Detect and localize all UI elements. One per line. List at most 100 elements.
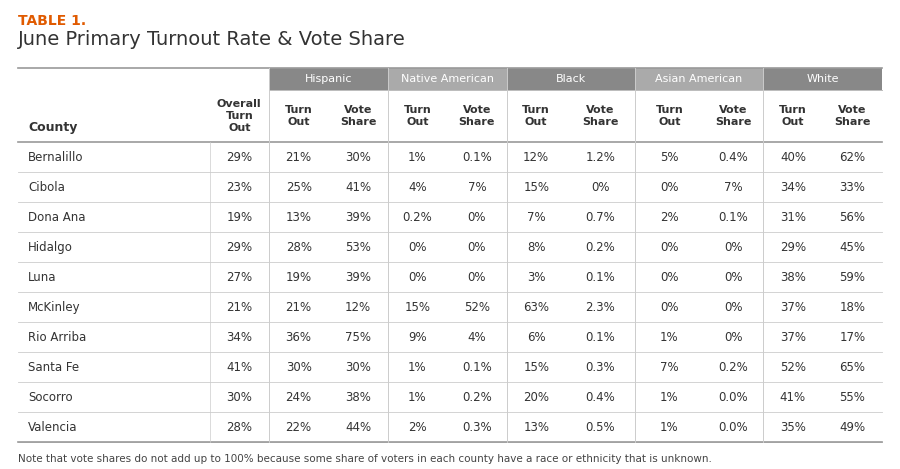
Text: 0%: 0% bbox=[660, 241, 679, 254]
Text: 7%: 7% bbox=[660, 361, 679, 373]
Text: 0.1%: 0.1% bbox=[719, 211, 749, 224]
Text: 19%: 19% bbox=[226, 211, 252, 224]
Bar bbox=[269, 68, 388, 90]
Text: Asian American: Asian American bbox=[655, 74, 742, 84]
Text: 0%: 0% bbox=[724, 301, 742, 313]
Text: 19%: 19% bbox=[285, 271, 311, 283]
Bar bbox=[388, 68, 507, 90]
Bar bbox=[18, 292, 882, 322]
Text: 39%: 39% bbox=[345, 211, 371, 224]
Text: 0%: 0% bbox=[660, 271, 679, 283]
Bar bbox=[18, 90, 882, 142]
Bar bbox=[18, 202, 882, 232]
Text: Socorro: Socorro bbox=[28, 391, 73, 403]
Text: 0.2%: 0.2% bbox=[719, 361, 749, 373]
Text: 49%: 49% bbox=[839, 421, 866, 433]
Text: 0.3%: 0.3% bbox=[462, 421, 491, 433]
Text: Turn
Out: Turn Out bbox=[284, 105, 312, 127]
Text: 0.1%: 0.1% bbox=[462, 361, 491, 373]
Text: 0%: 0% bbox=[660, 301, 679, 313]
Text: June Primary Turnout Rate & Vote Share: June Primary Turnout Rate & Vote Share bbox=[18, 30, 406, 49]
Text: Valencia: Valencia bbox=[28, 421, 77, 433]
Text: 6%: 6% bbox=[526, 331, 545, 343]
Text: 29%: 29% bbox=[226, 151, 252, 164]
Text: 15%: 15% bbox=[523, 181, 549, 194]
Text: 38%: 38% bbox=[780, 271, 806, 283]
Text: 0.4%: 0.4% bbox=[719, 151, 749, 164]
Text: 62%: 62% bbox=[839, 151, 866, 164]
Text: White: White bbox=[806, 74, 839, 84]
Text: 45%: 45% bbox=[840, 241, 865, 254]
Text: 2%: 2% bbox=[408, 421, 427, 433]
Text: 0%: 0% bbox=[724, 331, 742, 343]
Text: Turn
Out: Turn Out bbox=[522, 105, 550, 127]
Text: 41%: 41% bbox=[780, 391, 806, 403]
Bar bbox=[18, 352, 882, 382]
Text: 15%: 15% bbox=[523, 361, 549, 373]
Text: 21%: 21% bbox=[226, 301, 252, 313]
Text: 29%: 29% bbox=[226, 241, 252, 254]
Bar bbox=[18, 172, 882, 202]
Text: Santa Fe: Santa Fe bbox=[28, 361, 79, 373]
Bar bbox=[18, 262, 882, 292]
Text: 0.2%: 0.2% bbox=[586, 241, 616, 254]
Bar bbox=[18, 68, 269, 90]
Text: 44%: 44% bbox=[345, 421, 371, 433]
Text: 35%: 35% bbox=[780, 421, 806, 433]
Text: 18%: 18% bbox=[840, 301, 865, 313]
Text: 37%: 37% bbox=[780, 301, 806, 313]
Bar bbox=[507, 68, 634, 90]
Text: 0.1%: 0.1% bbox=[586, 271, 616, 283]
Text: 21%: 21% bbox=[285, 301, 311, 313]
Text: 34%: 34% bbox=[780, 181, 806, 194]
Text: 4%: 4% bbox=[467, 331, 486, 343]
Text: Vote
Share: Vote Share bbox=[716, 105, 751, 127]
Text: 30%: 30% bbox=[226, 391, 252, 403]
Text: 2%: 2% bbox=[660, 211, 679, 224]
Text: 31%: 31% bbox=[780, 211, 806, 224]
Bar bbox=[18, 232, 882, 262]
Text: 30%: 30% bbox=[285, 361, 311, 373]
Text: 55%: 55% bbox=[840, 391, 865, 403]
Text: 21%: 21% bbox=[285, 151, 311, 164]
Text: Vote
Share: Vote Share bbox=[340, 105, 376, 127]
Text: 30%: 30% bbox=[345, 151, 371, 164]
Text: Vote
Share: Vote Share bbox=[459, 105, 495, 127]
Bar bbox=[634, 68, 763, 90]
Text: 12%: 12% bbox=[523, 151, 549, 164]
Text: Overall
Turn
Out: Overall Turn Out bbox=[217, 98, 262, 133]
Text: 0.2%: 0.2% bbox=[462, 391, 491, 403]
Bar bbox=[18, 412, 882, 442]
Text: 17%: 17% bbox=[839, 331, 866, 343]
Text: 25%: 25% bbox=[285, 181, 311, 194]
Text: Note that vote shares do not add up to 100% because some share of voters in each: Note that vote shares do not add up to 1… bbox=[18, 454, 712, 464]
Text: 4%: 4% bbox=[408, 181, 427, 194]
Text: 24%: 24% bbox=[285, 391, 311, 403]
Text: 0%: 0% bbox=[591, 181, 609, 194]
Text: 1%: 1% bbox=[408, 361, 427, 373]
Text: 38%: 38% bbox=[345, 391, 371, 403]
Text: 53%: 53% bbox=[345, 241, 371, 254]
Text: 27%: 27% bbox=[226, 271, 252, 283]
Text: 0.0%: 0.0% bbox=[719, 391, 748, 403]
Text: 0.1%: 0.1% bbox=[586, 331, 616, 343]
Text: 39%: 39% bbox=[345, 271, 371, 283]
Text: 0.4%: 0.4% bbox=[586, 391, 616, 403]
Text: 28%: 28% bbox=[226, 421, 252, 433]
Text: Turn
Out: Turn Out bbox=[403, 105, 431, 127]
Text: 0%: 0% bbox=[409, 241, 427, 254]
Text: 52%: 52% bbox=[464, 301, 490, 313]
Text: 37%: 37% bbox=[780, 331, 806, 343]
Text: Cibola: Cibola bbox=[28, 181, 65, 194]
Text: 13%: 13% bbox=[523, 421, 549, 433]
Text: Turn
Out: Turn Out bbox=[655, 105, 683, 127]
Text: 7%: 7% bbox=[526, 211, 545, 224]
Text: Vote
Share: Vote Share bbox=[834, 105, 870, 127]
Text: Rio Arriba: Rio Arriba bbox=[28, 331, 86, 343]
Text: 1%: 1% bbox=[660, 391, 679, 403]
Text: 63%: 63% bbox=[523, 301, 549, 313]
Text: 20%: 20% bbox=[523, 391, 549, 403]
Text: 0%: 0% bbox=[724, 271, 742, 283]
Text: TABLE 1.: TABLE 1. bbox=[18, 14, 86, 28]
Text: Luna: Luna bbox=[28, 271, 57, 283]
